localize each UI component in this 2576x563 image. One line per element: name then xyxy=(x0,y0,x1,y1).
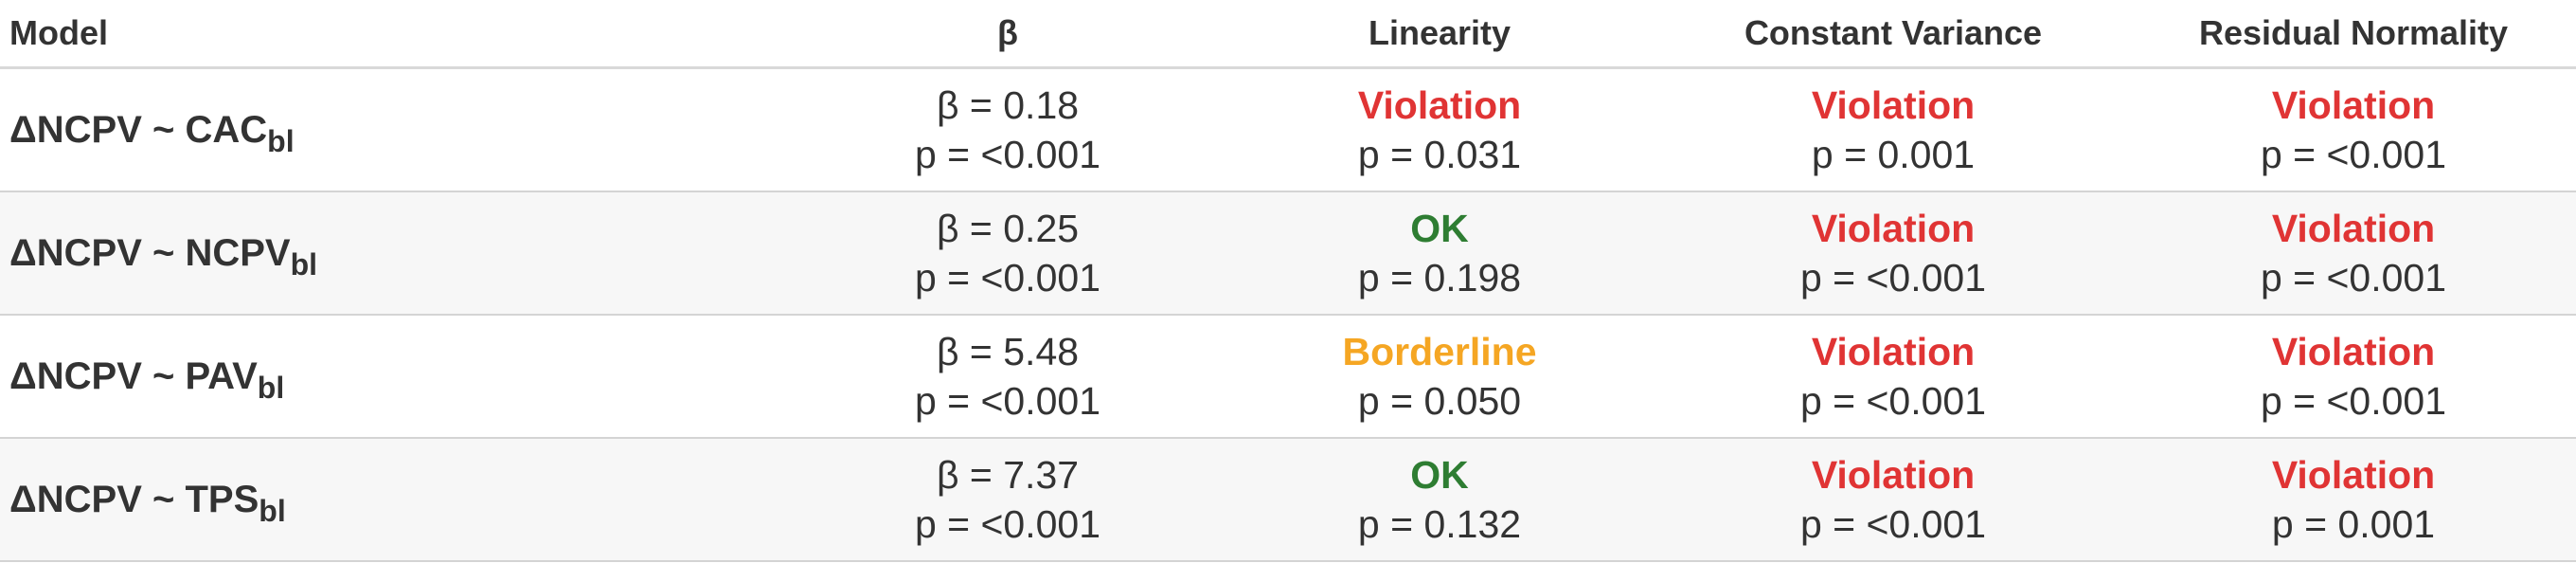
linearity-p-value: p = 0.132 xyxy=(1357,501,1522,546)
column-header-linearity: Linearity xyxy=(1224,0,1655,69)
residual-normality-status: Violation xyxy=(2271,82,2436,127)
beta-cell: β = 5.48 p = <0.001 xyxy=(792,314,1224,439)
residual-normality-p-value: p = 0.001 xyxy=(2271,501,2436,546)
model-cell: ΔNCPV ~ NCPVbl xyxy=(0,191,792,316)
constant-variance-cell: Violation p = 0.001 xyxy=(1655,67,2131,192)
model-subscript: bl xyxy=(257,370,285,405)
constant-variance-status: Violation xyxy=(1811,452,1976,497)
linearity-status: Violation xyxy=(1357,82,1522,127)
model-formula: ΔNCPV ~ PAV xyxy=(9,354,258,397)
column-header-residual-normality: Residual Normality xyxy=(2131,0,2576,69)
linearity-status: OK xyxy=(1410,452,1469,497)
beta-value: β = 0.25 xyxy=(936,206,1080,250)
model-subscript: bl xyxy=(290,246,318,282)
table-header: Model β Linearity Constant Variance Resi… xyxy=(0,0,2576,69)
constant-variance-status: Violation xyxy=(1811,82,1976,127)
beta-cell: β = 0.18 p = <0.001 xyxy=(792,67,1224,192)
model-formula: ΔNCPV ~ NCPV xyxy=(9,231,291,274)
table-row: ΔNCPV ~ CACbl β = 0.18 p = <0.001 Violat… xyxy=(0,67,2576,192)
beta-value: β = 0.18 xyxy=(936,82,1080,127)
linearity-p-value: p = 0.031 xyxy=(1357,132,1522,176)
table-row: ΔNCPV ~ PAVbl β = 5.48 p = <0.001 Border… xyxy=(0,314,2576,439)
table-body: ΔNCPV ~ CACbl β = 0.18 p = <0.001 Violat… xyxy=(0,67,2576,562)
model-subscript: bl xyxy=(267,123,295,158)
constant-variance-status: Violation xyxy=(1811,329,1976,373)
header-row: Model β Linearity Constant Variance Resi… xyxy=(0,0,2576,69)
linearity-cell: OK p = 0.198 xyxy=(1224,191,1655,316)
constant-variance-p-value: p = <0.001 xyxy=(1799,501,1987,546)
residual-normality-status: Violation xyxy=(2271,452,2436,497)
constant-variance-status: Violation xyxy=(1811,206,1976,250)
beta-p-value: p = <0.001 xyxy=(914,255,1101,300)
constant-variance-cell: Violation p = <0.001 xyxy=(1655,437,2131,562)
constant-variance-p-value: p = <0.001 xyxy=(1799,255,1987,300)
model-subscript: bl xyxy=(259,493,286,528)
linearity-status: Borderline xyxy=(1342,329,1537,373)
beta-p-value: p = <0.001 xyxy=(914,132,1101,176)
beta-p-value: p = <0.001 xyxy=(914,378,1101,423)
residual-normality-status: Violation xyxy=(2271,329,2436,373)
residual-normality-p-value: p = <0.001 xyxy=(2260,132,2447,176)
linearity-status: OK xyxy=(1410,206,1469,250)
residual-normality-cell: Violation p = <0.001 xyxy=(2131,191,2576,316)
linearity-cell: Borderline p = 0.050 xyxy=(1224,314,1655,439)
beta-cell: β = 0.25 p = <0.001 xyxy=(792,191,1224,316)
constant-variance-p-value: p = <0.001 xyxy=(1799,378,1987,423)
table-row: ΔNCPV ~ TPSbl β = 7.37 p = <0.001 OK p =… xyxy=(0,437,2576,562)
constant-variance-cell: Violation p = <0.001 xyxy=(1655,314,2131,439)
beta-cell: β = 7.37 p = <0.001 xyxy=(792,437,1224,562)
residual-normality-status: Violation xyxy=(2271,206,2436,250)
model-formula: ΔNCPV ~ TPS xyxy=(9,478,259,520)
residual-normality-cell: Violation p = 0.001 xyxy=(2131,437,2576,562)
model-cell: ΔNCPV ~ CACbl xyxy=(0,67,792,192)
table-row: ΔNCPV ~ NCPVbl β = 0.25 p = <0.001 OK p … xyxy=(0,191,2576,316)
column-header-model: Model xyxy=(0,0,792,69)
linearity-cell: OK p = 0.132 xyxy=(1224,437,1655,562)
model-cell: ΔNCPV ~ PAVbl xyxy=(0,314,792,439)
constant-variance-cell: Violation p = <0.001 xyxy=(1655,191,2131,316)
model-formula: ΔNCPV ~ CAC xyxy=(9,108,268,151)
linearity-p-value: p = 0.198 xyxy=(1357,255,1522,300)
column-header-beta: β xyxy=(792,0,1224,69)
linearity-cell: Violation p = 0.031 xyxy=(1224,67,1655,192)
constant-variance-p-value: p = 0.001 xyxy=(1811,132,1976,176)
beta-p-value: p = <0.001 xyxy=(914,501,1101,546)
residual-normality-cell: Violation p = <0.001 xyxy=(2131,67,2576,192)
beta-value: β = 5.48 xyxy=(936,329,1080,373)
residual-normality-p-value: p = <0.001 xyxy=(2260,255,2447,300)
column-header-constant-variance: Constant Variance xyxy=(1655,0,2131,69)
residual-normality-cell: Violation p = <0.001 xyxy=(2131,314,2576,439)
residual-normality-p-value: p = <0.001 xyxy=(2260,378,2447,423)
model-cell: ΔNCPV ~ TPSbl xyxy=(0,437,792,562)
linearity-p-value: p = 0.050 xyxy=(1357,378,1522,423)
beta-value: β = 7.37 xyxy=(936,452,1080,497)
